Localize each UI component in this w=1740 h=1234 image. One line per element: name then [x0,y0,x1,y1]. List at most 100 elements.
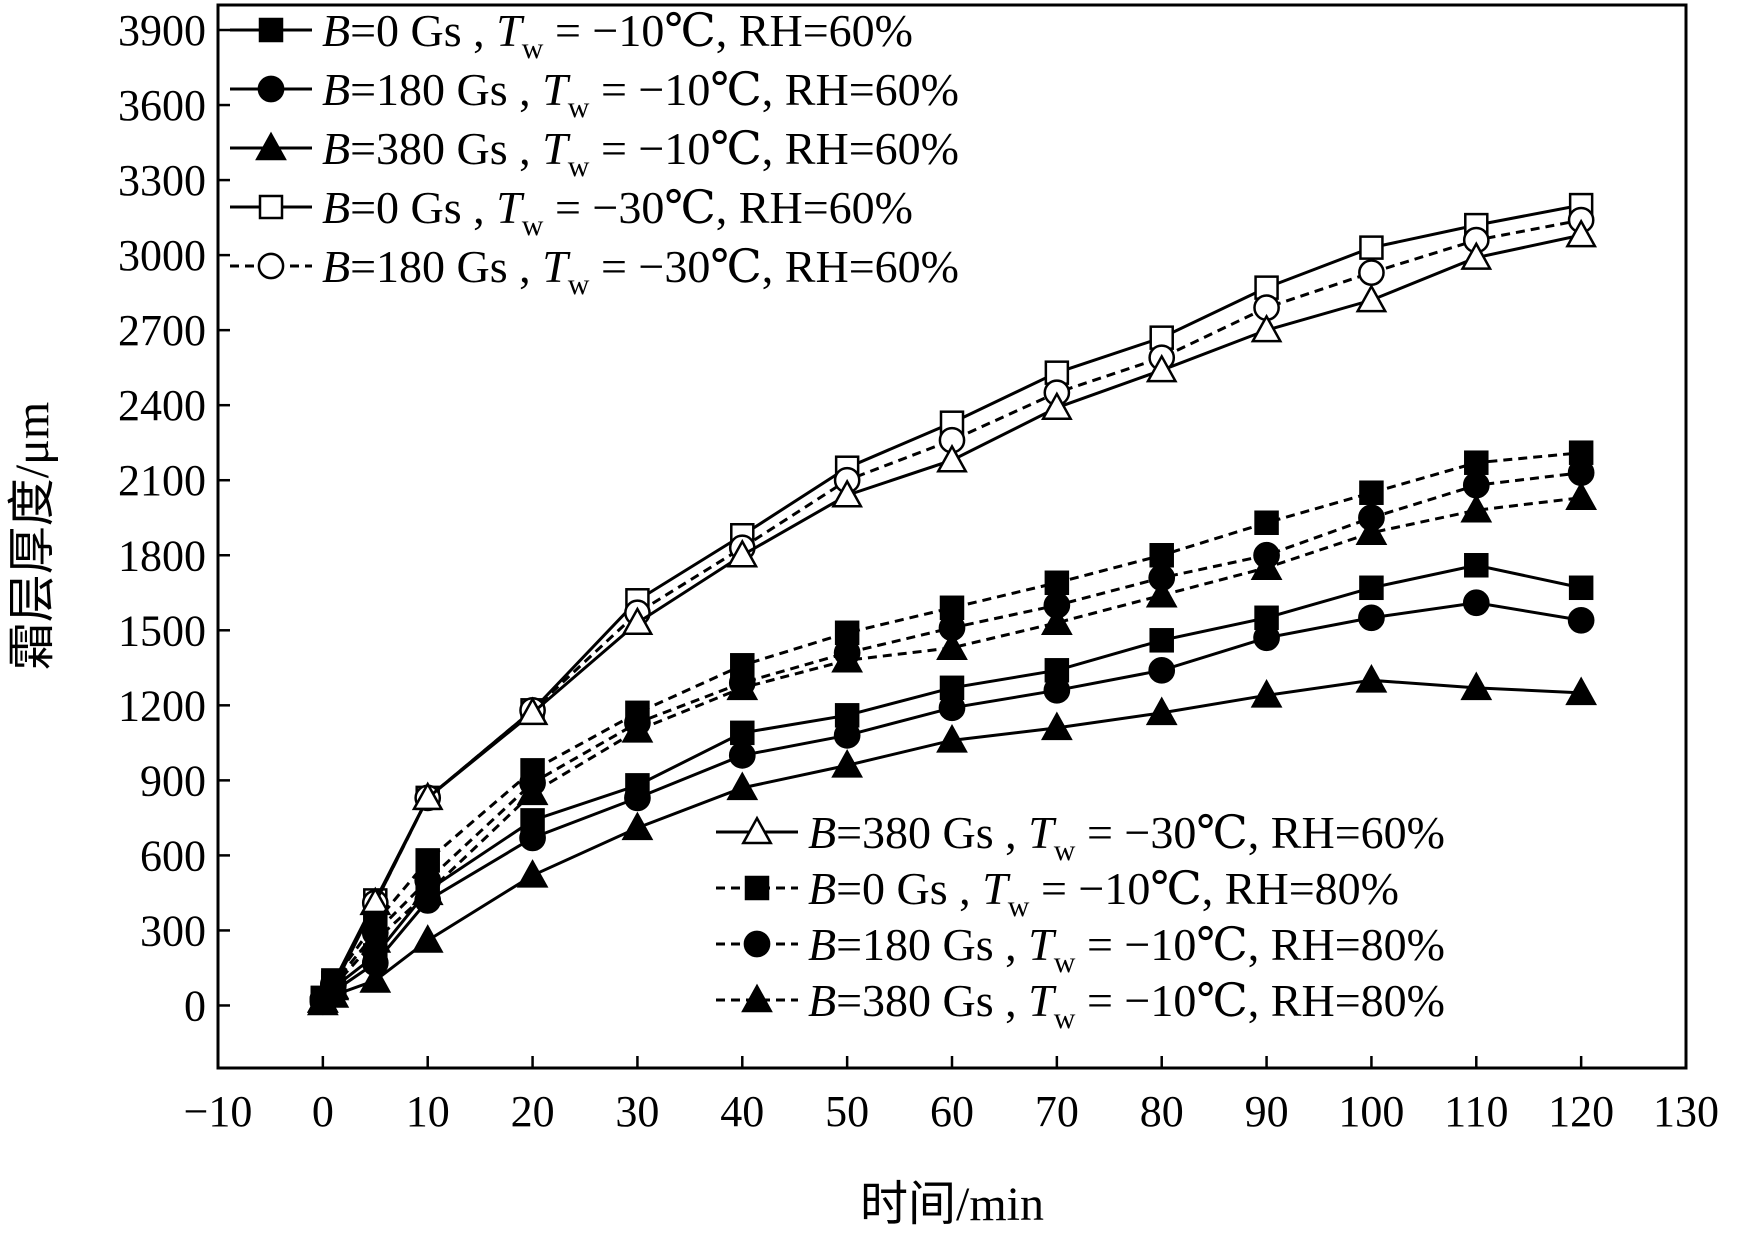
data-point [317,970,350,999]
legend-marker [258,17,284,43]
data-point [1250,313,1283,343]
data-point [726,671,759,701]
data-point [621,606,654,636]
legend-label-part: T [542,123,571,174]
legend-label-part: =180 Gs , [350,241,542,292]
data-point [1464,553,1489,578]
x-tick-label: 10 [406,1087,450,1136]
legend-label: B=0 Gs , Tw = −30℃, RH=60% [322,182,913,242]
legend-label-part: = −30℃, RH=60% [1075,807,1445,858]
data-point [936,724,968,753]
data-point [1145,578,1178,608]
legend-label-part: B [322,64,350,115]
series-line [321,451,1582,999]
data-point [621,811,654,841]
legend-label-part: w [522,209,544,242]
series-8 [306,481,1598,1013]
legend-label-part: T [542,241,571,292]
data-point [1355,516,1388,545]
axis-ticks: −10 0 10 20 30 40 50 60 70 80 90 100 110 120 130 0 300 60… [118,6,1719,1136]
data-point [1040,606,1073,636]
data-point [624,784,651,812]
x-tick-label: 80 [1140,1087,1184,1136]
legend-entry: B=380 Gs , Tw = −30℃, RH=60% [716,807,1445,867]
x-tick-label: 0 [312,1087,334,1136]
legend-marker [741,815,773,845]
legend-label: B=0 Gs , Tw = −10℃, RH=60% [322,5,913,65]
legend-label-part: w [1008,890,1030,923]
legend-entry: B=180 Gs , Tw = −10℃, RH=80% [716,919,1445,979]
x-tick-label: 20 [511,1087,555,1136]
data-point [306,984,339,1013]
legend-label-part: =180 Gs , [350,64,542,115]
series-line [321,471,1582,1001]
legend-label-part: B [808,975,836,1026]
y-tick-label: 1200 [118,681,206,730]
legend-label-part: =0 Gs , [350,182,496,233]
data-point [516,696,549,726]
legend-label-part: = −10℃, RH=80% [1075,975,1445,1026]
data-point [1462,589,1490,617]
legend-label-part: B [322,241,350,292]
data-point [1565,218,1598,248]
legend-entry: B=380 Gs , Tw = −10℃, RH=60% [230,123,959,183]
legend-label-part: =380 Gs , [836,807,1028,858]
legend-label-part: T [496,182,525,233]
y-tick-label: 1500 [118,606,206,655]
data-point [1253,624,1280,652]
y-tick-label: 1800 [118,531,206,580]
y-axis-label: 霜层厚度/μm [6,402,59,670]
y-tick-label: 3900 [118,6,206,55]
data-point [936,443,968,473]
y-tick-label: 2100 [118,456,206,505]
y-tick-label: 3300 [118,156,206,205]
legend-label-part: =0 Gs , [350,5,496,56]
data-point [359,924,392,953]
data-point [1359,480,1384,505]
x-tick-label: 40 [720,1087,764,1136]
data-point [1460,241,1493,270]
data-point [1460,493,1493,523]
data-point [1567,459,1595,487]
data-point [1358,259,1385,286]
legend-marker [743,930,771,958]
x-tick-label: 90 [1245,1087,1289,1136]
legend-label-part: w [1054,1002,1076,1035]
legend-label-part: B [322,5,350,56]
data-point [1254,510,1279,535]
data-point [938,694,966,722]
data-point [1040,711,1073,741]
legend-label-part: w [522,32,544,65]
legend-label: B=380 Gs , Tw = −30℃, RH=60% [808,807,1445,867]
legend-label-part: B [808,919,836,970]
data-point [1250,679,1283,708]
data-point [726,538,759,568]
x-tick-label: 130 [1653,1087,1719,1136]
data-point [1148,656,1176,684]
data-point [1567,606,1595,634]
data-point [1565,481,1598,510]
data-point [730,720,755,746]
legend-label-part: w [568,150,590,183]
legend-entry: B=180 Gs , Tw = −30℃, RH=60% [230,241,959,301]
legend-label-part: = −10℃, RH=60% [589,64,959,115]
legend-marker [257,252,285,280]
x-axis-label: 时间/min [860,1178,1044,1231]
data-point [621,714,654,743]
x-tick-label: 50 [825,1087,869,1136]
data-point [1250,551,1283,581]
legend-label-part: T [982,863,1011,914]
x-tick-label: 100 [1338,1087,1404,1136]
legend-marker [255,131,287,161]
data-point [1043,676,1071,704]
legend-marker [258,194,284,220]
legend-marker [741,983,773,1013]
legend-label-part: B [322,182,350,233]
data-point [1040,391,1073,420]
legend-label-part: T [542,64,571,115]
legend-label-part: =380 Gs , [350,123,542,174]
data-point [1565,676,1598,706]
legend-marker [744,875,770,901]
data-point [411,876,444,906]
